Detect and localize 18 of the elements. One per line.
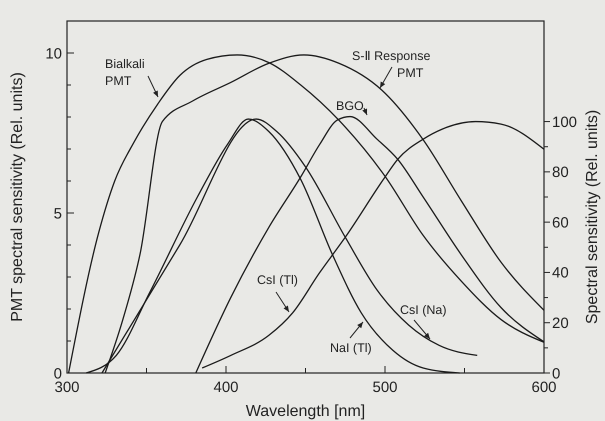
y-tick-label: 5 — [54, 205, 62, 222]
series-label: NaI (Tl) — [330, 341, 372, 355]
series-label: CsI (Na) — [400, 303, 447, 317]
y2-tick-label: 20 — [552, 314, 569, 332]
y2-axis-title: Spectral sensitivity (Rel. units) — [584, 110, 601, 324]
y2-tick-label: 60 — [552, 214, 569, 232]
y-tick-label: 10 — [45, 45, 62, 62]
series-label: S-Ⅱ Response PMT — [352, 49, 430, 80]
y2-tick-label: 80 — [552, 164, 569, 182]
y2-tick-label: 40 — [552, 264, 569, 282]
x-tick-label: 400 — [213, 379, 239, 396]
series-label: CsI (Tl) — [257, 273, 298, 287]
x-tick-label: 500 — [372, 379, 398, 396]
y2-tick-label: 100 — [552, 114, 578, 131]
legend-label: BGO — [336, 99, 364, 113]
series-label: Bialkali PMT — [105, 57, 145, 88]
y-axis-title: PMT spectral sensitivity (Rel. units) — [9, 72, 26, 322]
x-axis-title: Wavelength [nm] — [246, 403, 366, 420]
